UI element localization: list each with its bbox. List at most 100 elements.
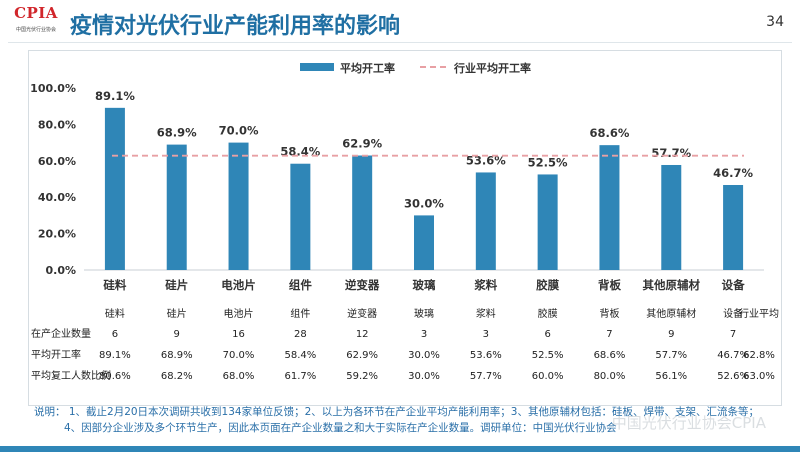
bar (166, 144, 187, 270)
y-tick-label: 40.0% (38, 191, 76, 204)
table-header: 背板 (599, 307, 619, 320)
table-cell: 53.6% (470, 350, 502, 361)
cpia-logo: CPIA 中国光伏行业协会 (8, 4, 64, 40)
footer-bar (0, 446, 800, 452)
chart-panel: 平均开工率 行业平均开工率 0.0% 20.0% 40.0% 60.0% 80.0% 100.… (28, 50, 782, 406)
y-tick-label: 20.0% (38, 228, 76, 241)
table-cell: 52.6% (717, 371, 749, 382)
x-tick-label: 逆变器 (345, 278, 380, 292)
note-line-2: 4、因部分企业涉及多个环节生产，因此本页面在产企业数量之和大于实际在产企业数量。… (64, 422, 617, 434)
table-row-label: 平均开工率 (31, 348, 81, 361)
y-tick-label: 0.0% (45, 264, 76, 277)
bar-value-label: 53.6% (466, 153, 506, 167)
table-cell: 68.2% (161, 371, 193, 382)
y-tick-label: 60.0% (38, 155, 76, 168)
table-header: 硅片 (167, 307, 187, 320)
bar-value-label: 70.0% (219, 124, 259, 138)
table-cell: 52.5% (532, 350, 564, 361)
page-title: 疫情对光伏行业产能利用率的影响 (70, 14, 401, 39)
bar-value-label: 58.4% (280, 145, 320, 159)
table-row-label: 在产企业数量 (31, 327, 91, 340)
table-cell: 60.0% (532, 371, 564, 382)
notes: 说明： 1、截止2月20日本次调研共收到134家单位反馈；2、以上为各环节在产企… (34, 404, 794, 436)
bar-value-label: 89.1% (95, 89, 135, 103)
x-tick-label: 背板 (598, 278, 621, 292)
table-cell: 58.4% (284, 350, 316, 361)
bar (290, 163, 311, 270)
table-cell: 9 (174, 329, 180, 340)
table-cell: 7 (606, 329, 612, 340)
table-cell: 63.0% (743, 371, 775, 382)
table-cell: 57.7% (655, 350, 687, 361)
table-cell: 68.6% (594, 350, 626, 361)
table-cell: 61.7% (284, 371, 316, 382)
table-cell: 68.0% (223, 371, 255, 382)
table-cell: 70.0% (223, 350, 255, 361)
table-cell: 80.0% (594, 371, 626, 382)
table-cell: 7 (730, 329, 736, 340)
y-tick-label: 80.0% (38, 118, 76, 131)
bar (414, 215, 434, 270)
table-cell: 9 (668, 329, 674, 340)
table-header: 电池片 (224, 307, 254, 320)
legend-swatch-bar (300, 63, 334, 71)
bar (537, 174, 558, 270)
table-header: 其他原辅材 (646, 307, 696, 320)
bar (104, 107, 125, 270)
x-tick-label: 组件 (289, 278, 312, 292)
x-tick-label: 胶膜 (536, 278, 559, 292)
table-row-label: 平均复工人数比例 (31, 369, 111, 382)
table-header: 设备 (723, 307, 743, 320)
bar-value-label: 68.6% (590, 126, 630, 140)
table-cell: 62.9% (346, 350, 378, 361)
title-divider (8, 42, 792, 43)
table-cell: 30.0% (408, 350, 440, 361)
x-tick-label: 硅料 (103, 278, 126, 292)
x-tick-label: 玻璃 (413, 278, 436, 292)
table-header: 组件 (290, 307, 310, 320)
table-cell: 68.9% (161, 350, 193, 361)
table-cell: 3 (421, 329, 427, 340)
table-cell: 80.6% (99, 371, 131, 382)
x-tick-label: 浆料 (474, 278, 497, 292)
bar-chart: 平均开工率 行业平均开工率 0.0% 20.0% 40.0% 60.0% 80.0% 100.… (30, 61, 779, 382)
x-tick-label: 电池片 (221, 278, 256, 292)
table-header: 行业平均 (739, 307, 779, 320)
legend-label-bar: 平均开工率 (340, 61, 395, 75)
table-cell: 46.7% (717, 350, 749, 361)
table-header: 浆料 (476, 307, 496, 320)
bar-value-label: 52.5% (528, 155, 568, 169)
x-tick-label: 硅片 (165, 278, 188, 292)
table-cell: 6 (112, 329, 118, 340)
bar-value-label: 30.0% (404, 196, 444, 210)
bar-value-label: 46.7% (713, 166, 753, 180)
table-cell: 89.1% (99, 350, 131, 361)
bar (599, 145, 620, 270)
table-header: 逆变器 (347, 307, 377, 320)
logo-text: CPIA (14, 4, 58, 22)
table-cell: 59.2% (346, 371, 378, 382)
table-header: 硅料 (105, 307, 125, 320)
bar (228, 142, 249, 270)
table-header: 胶膜 (538, 307, 558, 320)
bar-value-label: 68.9% (157, 126, 197, 140)
table-cell: 30.0% (408, 371, 440, 382)
logo-subtitle: 中国光伏行业协会 (15, 27, 56, 33)
table-cell: 16 (232, 329, 245, 340)
table-cell: 57.7% (470, 371, 502, 382)
note-line-1: 说明： 1、截止2月20日本次调研共收到134家单位反馈；2、以上为各环节在产企… (34, 406, 759, 418)
bar-value-label: 62.9% (342, 137, 382, 151)
table-header: 玻璃 (414, 307, 434, 320)
table-cell: 12 (356, 329, 369, 340)
table-cell: 6 (544, 329, 550, 340)
table-cell: 28 (294, 329, 307, 340)
x-tick-label: 其他原辅材 (643, 278, 701, 292)
bar (661, 164, 682, 270)
x-tick-label: 设备 (722, 278, 745, 292)
bar (723, 185, 744, 270)
bar (475, 172, 496, 270)
y-tick-label: 100.0% (30, 82, 76, 95)
watermark: 中国光伏行业协会CPIA (611, 414, 766, 432)
table-cell: 62.8% (743, 350, 775, 361)
legend-label-ref: 行业平均开工率 (453, 61, 531, 75)
